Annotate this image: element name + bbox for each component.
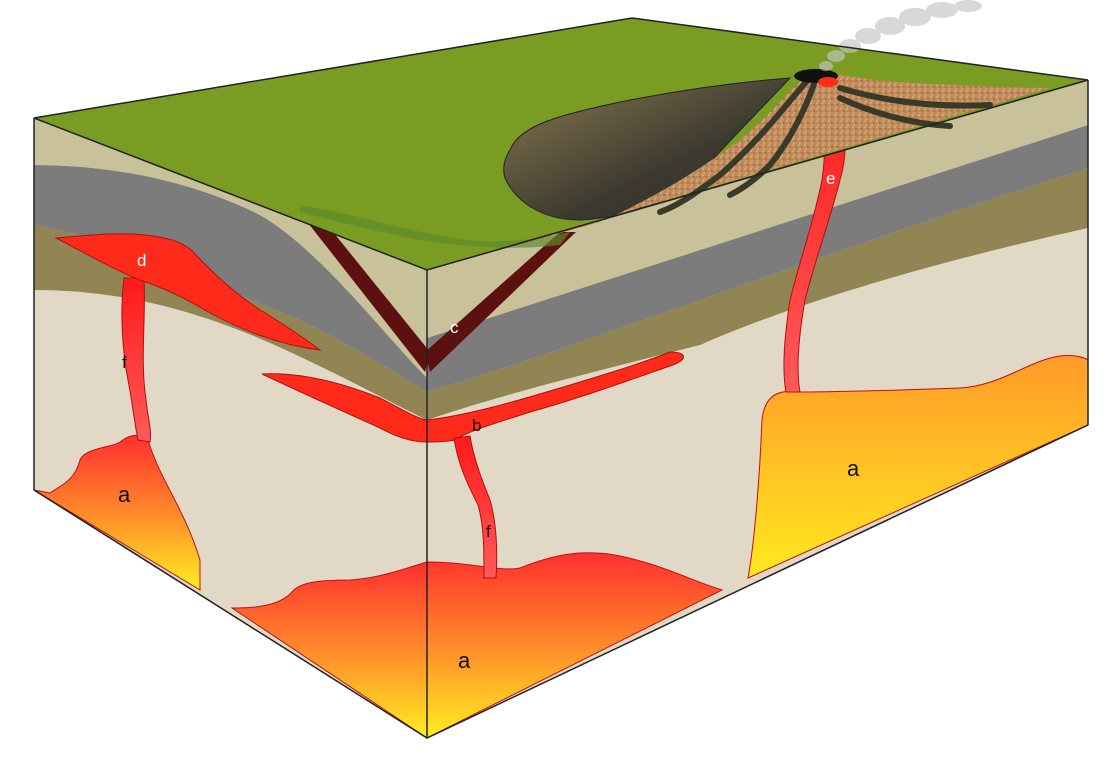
left-face — [33, 118, 430, 739]
labels: a a a b c d e f f — [118, 169, 860, 673]
right-gray-layer — [427, 125, 1088, 392]
conduit-f-left — [121, 277, 151, 443]
valley-strip — [300, 205, 570, 248]
smoke-plume — [819, 0, 982, 71]
magma-chamber-right — [747, 355, 1089, 579]
label-e: e — [826, 169, 835, 188]
label-c: c — [450, 318, 459, 337]
label-f-left: f — [122, 353, 127, 372]
label-b: b — [472, 416, 481, 435]
sill-d — [54, 233, 322, 351]
left-sand-layer — [34, 118, 427, 378]
fault-right-limb — [425, 232, 576, 372]
lava-channels — [657, 79, 993, 215]
right-face — [425, 80, 1089, 739]
label-a-left: a — [118, 482, 131, 507]
label-a-right: a — [847, 456, 860, 481]
fault-left-limb — [290, 200, 430, 372]
right-sand-layer — [427, 80, 1088, 338]
magma-chamber-left — [33, 435, 201, 591]
label-f-center: f — [486, 522, 491, 541]
magma-chamber-front-right — [426, 552, 724, 739]
label-a-front: a — [458, 648, 471, 673]
magma-chamber-front-left — [230, 561, 428, 739]
top-surface — [34, 0, 1088, 270]
volcano-cone — [427, 74, 1050, 270]
lake — [503, 77, 792, 221]
right-olive-layer — [427, 168, 1088, 420]
conduit-f-center — [453, 435, 498, 579]
crater-lava — [818, 77, 838, 87]
left-gray-layer — [34, 165, 427, 392]
block-outlines — [33, 17, 1089, 739]
conduit-e — [783, 81, 846, 393]
label-d: d — [137, 251, 146, 270]
